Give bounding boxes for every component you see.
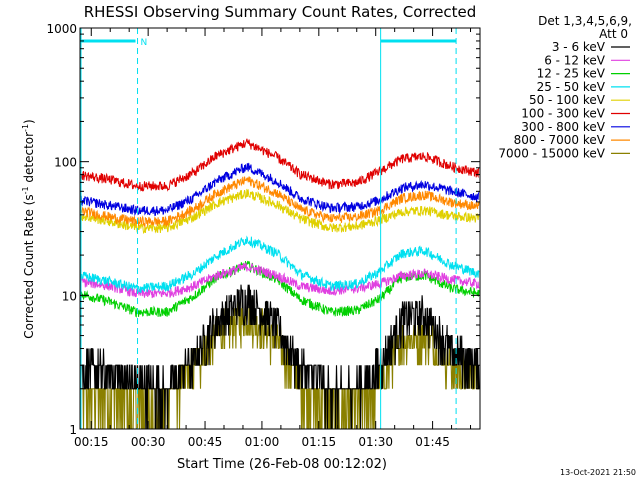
y-tick-label: 1000 (46, 22, 77, 36)
y-label-sup1: -1 (21, 186, 30, 194)
y-label-part3: ) (22, 119, 36, 124)
footer-date: 13-Oct-2021 21:50 (560, 468, 636, 477)
y-label-part2: detector (22, 132, 36, 187)
x-tick-label: 01:45 (415, 435, 450, 449)
legend-label: 12 - 25 keV (537, 67, 606, 81)
y-tick-label: 100 (54, 156, 77, 170)
y-label-part1: Corrected Count Rate (s (22, 194, 36, 338)
legend-header-1: Det 1,3,4,5,6,9, (538, 14, 632, 28)
y-axis-label: Corrected Count Rate (s-1 detector-1) (21, 119, 36, 338)
y-tick-label: 1 (69, 423, 77, 437)
series-line-100-300-kev (80, 138, 480, 192)
series-line-25-50-kev (80, 235, 480, 294)
legend-label: 800 - 7000 keV (514, 133, 606, 147)
saa-layer: N (80, 28, 457, 429)
legend-label: 7000 - 15000 keV (498, 146, 605, 160)
legend-label: 100 - 300 keV (521, 107, 605, 121)
x-axis-label: Start Time (26-Feb-08 00:12:02) (177, 457, 387, 472)
y-tick-label: 10 (62, 289, 77, 303)
legend-label: 6 - 12 keV (544, 53, 606, 67)
legend-label: 25 - 50 keV (537, 80, 606, 94)
chart-title: RHESSI Observing Summary Count Rates, Co… (84, 3, 477, 21)
tick-layer: 00:15 00:30 00:45 01:00 01:15 01:30 01:45 1 10 10… (46, 22, 480, 449)
y-label-sup2: -1 (21, 124, 30, 132)
plot-frame (79, 27, 481, 430)
plot-area: N 00:15 00:30 00:45 01:00 01:15 01:30 01:45 1 10… (46, 22, 481, 449)
night-flag-label: N (141, 38, 148, 48)
series-line-800-7000-kev (80, 176, 480, 229)
legend-header-2: Att 0 (599, 27, 628, 41)
x-tick-label: 01:15 (302, 435, 337, 449)
series-line-300-800-kev (80, 162, 480, 217)
legend-label: 50 - 100 keV (529, 93, 606, 107)
x-tick-label: 01:00 (245, 435, 280, 449)
series-line-50-100-kev (80, 188, 480, 234)
x-tick-label: 00:30 (131, 435, 166, 449)
x-tick-label: 00:15 (74, 435, 109, 449)
legend-label: 300 - 800 keV (521, 120, 605, 134)
legend-label: 3 - 6 keV (552, 40, 606, 54)
x-tick-label: 01:30 (358, 435, 393, 449)
x-tick-label: 00:45 (188, 435, 223, 449)
series-layer (80, 138, 480, 430)
series-line-3-6-kev (80, 284, 480, 430)
